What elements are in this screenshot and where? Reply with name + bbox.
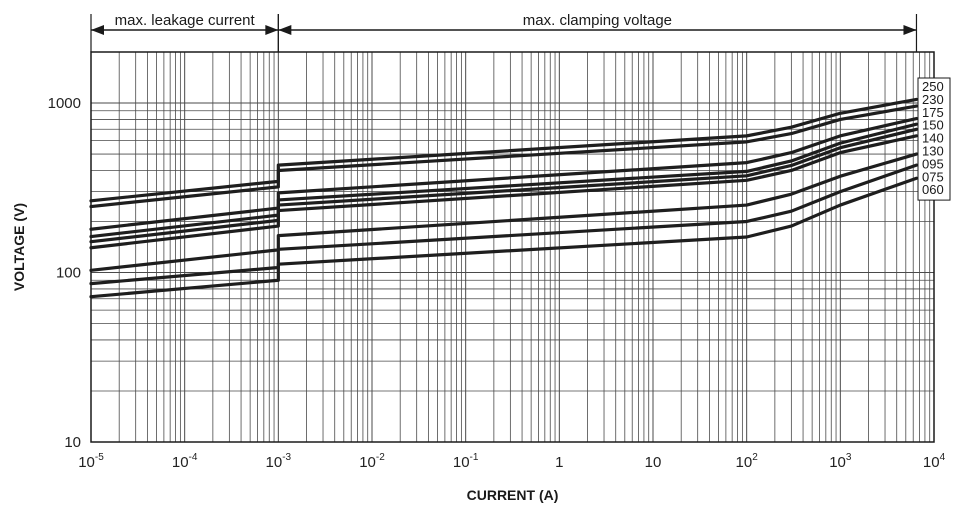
x-tick-label: 10-3 <box>266 452 292 471</box>
legend-box <box>917 77 951 201</box>
series-lines <box>89 97 919 299</box>
x-tick-label: 104 <box>923 452 946 471</box>
plot-frame <box>90 51 935 443</box>
legend-entry-075: 075 <box>922 169 944 184</box>
legend-entry-140: 140 <box>922 131 944 146</box>
annotation-leakage-label: max. leakage current <box>115 12 256 29</box>
y-tick-label: 1000 <box>48 95 81 112</box>
annotation-arrow-head-left <box>91 25 104 35</box>
legend-entry-230: 230 <box>922 92 944 107</box>
x-tick-label: 10-2 <box>359 452 385 471</box>
annotation-arrow-head-right <box>265 25 279 35</box>
grid <box>90 52 934 442</box>
x-tick-label: 1 <box>555 454 563 471</box>
y-axis-title: VOLTAGE (V) <box>11 203 27 291</box>
x-tick-label: 10-5 <box>78 452 104 471</box>
legend-entry-250: 250 <box>922 79 944 94</box>
x-tick-label: 10 <box>645 454 662 471</box>
x-axis-title: CURRENT (A) <box>467 487 559 503</box>
x-tick-label: 102 <box>736 452 759 471</box>
legend-entry-130: 130 <box>922 144 944 159</box>
x-tick-label: 10-1 <box>453 452 479 471</box>
annotation-clamping-label: max. clamping voltage <box>523 12 672 29</box>
legend-entry-060: 060 <box>922 182 944 197</box>
series-line-175 <box>89 116 919 231</box>
legend-entry-150: 150 <box>922 118 944 133</box>
y-tick-labels: 10 100 1000 <box>48 95 81 451</box>
y-tick-label: 100 <box>56 265 81 282</box>
annotation-label-bg <box>110 11 260 30</box>
x-tick-label: 10-4 <box>172 452 198 471</box>
annotation-label-bg <box>518 11 677 30</box>
legend-entry-095: 095 <box>922 156 944 171</box>
x-tick-labels: 10-5 10-4 10-3 10-2 10-1 1 10 102 103 104 <box>78 452 945 471</box>
legend-entry-175: 175 <box>922 105 944 120</box>
annotation-arrow-head-left <box>278 25 292 35</box>
range-annotations: max. leakage current max. clamping volta… <box>90 11 918 52</box>
y-tick-label: 10 <box>64 434 81 451</box>
series-line-060 <box>89 176 919 299</box>
series-line-230 <box>89 104 919 209</box>
annotation-arrow-head-right <box>903 25 917 35</box>
series-line-130 <box>89 134 919 250</box>
x-tick-label: 103 <box>829 452 852 471</box>
